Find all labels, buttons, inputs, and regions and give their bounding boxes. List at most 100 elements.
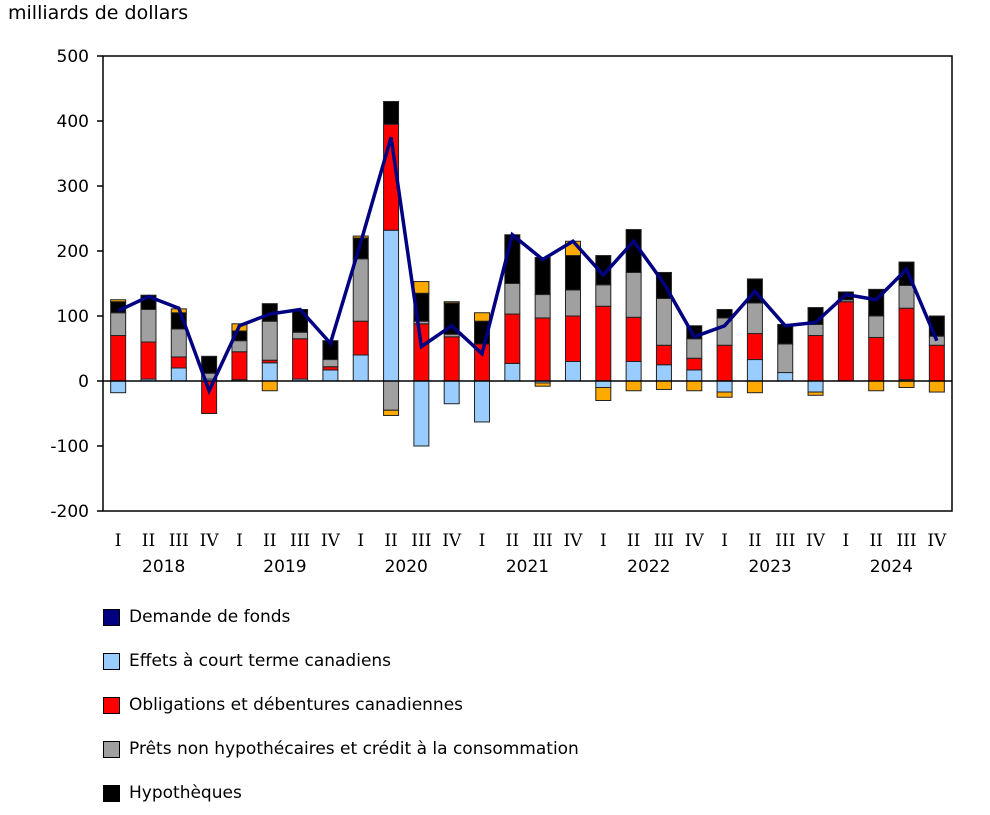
bar-segment bbox=[868, 380, 885, 392]
legend-item-effets: Effets à court terme canadiens bbox=[103, 639, 579, 683]
bar-segment bbox=[504, 313, 521, 364]
x-tick-label: III bbox=[896, 531, 916, 551]
x-tick-label: II bbox=[384, 531, 397, 551]
bar-segment bbox=[140, 309, 157, 343]
bar-segment bbox=[807, 391, 824, 396]
bar-segment bbox=[777, 372, 794, 382]
bar-segment bbox=[655, 344, 672, 366]
bar-segment bbox=[140, 341, 157, 380]
y-axis-unit-label: milliards de dollars bbox=[8, 2, 189, 24]
x-year-label: 2018 bbox=[142, 557, 185, 577]
bar-segment bbox=[292, 331, 309, 340]
y-tick-label: -200 bbox=[50, 502, 89, 522]
bar-segment bbox=[564, 361, 581, 382]
bar-segment bbox=[625, 271, 642, 318]
x-tick-label: II bbox=[869, 531, 882, 551]
bar-segment bbox=[170, 367, 187, 382]
legend-item-prets: Prêts non hypothécaires et crédit à la c… bbox=[103, 727, 579, 771]
bar-segment bbox=[655, 364, 672, 382]
bar-segment bbox=[746, 380, 763, 394]
legend-swatch bbox=[103, 740, 120, 758]
legend-item-demande: Demande de fonds bbox=[103, 595, 579, 639]
bar-segment bbox=[686, 338, 703, 359]
bar-segment bbox=[655, 297, 672, 346]
bar-segment bbox=[716, 380, 733, 393]
x-tick-label: I bbox=[721, 531, 728, 551]
bar-segment bbox=[534, 257, 551, 296]
bar-segment bbox=[564, 255, 581, 291]
x-tick-label: I bbox=[479, 531, 486, 551]
bar-segment bbox=[352, 320, 369, 356]
x-year-label: 2021 bbox=[506, 557, 549, 577]
bar-segment bbox=[716, 391, 733, 398]
bar-segment bbox=[564, 315, 581, 362]
legend-label: Demande de fonds bbox=[129, 607, 291, 627]
bar-segment bbox=[261, 362, 278, 382]
bar-segment bbox=[746, 359, 763, 382]
bar-segment bbox=[625, 316, 642, 362]
bar-segment bbox=[110, 299, 127, 303]
x-tick-label: IV bbox=[200, 531, 220, 551]
x-tick-label: III bbox=[775, 531, 795, 551]
bar-segment bbox=[898, 284, 915, 309]
y-tick-label: 0 bbox=[78, 372, 89, 392]
bar-segment bbox=[383, 101, 400, 125]
bar-segment bbox=[837, 301, 854, 382]
x-year-label: 2023 bbox=[748, 557, 791, 577]
bar-segment bbox=[625, 380, 642, 392]
bar-segment bbox=[807, 323, 824, 337]
x-tick-label: III bbox=[290, 531, 310, 551]
bar-segment bbox=[898, 307, 915, 381]
bar-segment bbox=[807, 335, 824, 382]
x-tick-label: IV bbox=[806, 531, 826, 551]
bar-segment bbox=[474, 380, 491, 423]
x-tick-label: I bbox=[357, 531, 364, 551]
x-tick-label: I bbox=[115, 531, 122, 551]
bar-segment bbox=[322, 359, 339, 368]
bar-segment bbox=[625, 361, 642, 382]
x-tick-label: I bbox=[843, 531, 850, 551]
bar-segment bbox=[413, 281, 430, 294]
bar-segment bbox=[170, 356, 187, 369]
legend-label: Prêts non hypothécaires et crédit à la c… bbox=[129, 739, 579, 759]
bar-segment bbox=[231, 351, 248, 381]
bar-segment bbox=[322, 369, 339, 382]
bar-segment bbox=[383, 380, 400, 411]
x-tick-label: IV bbox=[927, 531, 947, 551]
bar-segment bbox=[443, 301, 460, 304]
bar-segment bbox=[655, 380, 672, 390]
x-tick-label: I bbox=[600, 531, 607, 551]
bar-segment bbox=[595, 284, 612, 307]
legend-label: Hypothèques bbox=[129, 783, 242, 803]
x-tick-label: III bbox=[169, 531, 189, 551]
bar-segment bbox=[534, 317, 551, 382]
bar-segment bbox=[595, 387, 612, 401]
legend-label: Effets à court terme canadiens bbox=[129, 651, 392, 671]
bar-segment bbox=[443, 380, 460, 405]
bar-segment bbox=[231, 340, 248, 353]
y-tick-label: 100 bbox=[57, 307, 89, 327]
bar-segment bbox=[383, 409, 400, 416]
legend-label: Obligations et débentures canadiennes bbox=[129, 695, 464, 715]
bar-segment bbox=[261, 320, 278, 361]
y-tick-label: 400 bbox=[57, 112, 89, 132]
bar-segment bbox=[534, 382, 551, 387]
bar-segment bbox=[292, 338, 309, 380]
line-demande-de-fonds bbox=[117, 136, 939, 396]
bar-segment bbox=[443, 336, 460, 382]
x-year-label: 2022 bbox=[627, 557, 670, 577]
legend: Demande de fonds Effets à court terme ca… bbox=[103, 595, 579, 815]
bar-segment bbox=[868, 336, 885, 382]
bar-segment bbox=[686, 357, 703, 371]
x-year-label: 2024 bbox=[870, 557, 913, 577]
bar-segment bbox=[474, 312, 491, 322]
x-tick-label: III bbox=[533, 531, 553, 551]
x-tick-label: III bbox=[411, 531, 431, 551]
bar-segment bbox=[504, 362, 521, 382]
bar-segment bbox=[686, 380, 703, 392]
x-year-label: 2020 bbox=[385, 557, 428, 577]
bar-segment bbox=[564, 289, 581, 317]
plot-frame bbox=[102, 55, 953, 512]
bar-segment bbox=[777, 343, 794, 374]
